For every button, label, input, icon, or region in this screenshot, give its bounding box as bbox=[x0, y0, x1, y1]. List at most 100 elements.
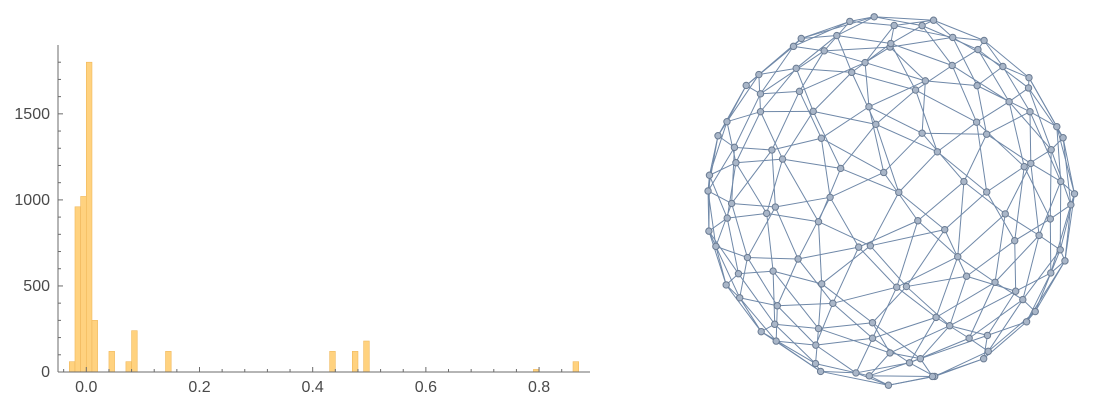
graph-vertex bbox=[911, 86, 920, 94]
graph-edge bbox=[986, 191, 1016, 241]
graph-vertex bbox=[1027, 159, 1035, 168]
graph-vertex bbox=[868, 319, 877, 327]
graph-edge bbox=[836, 16, 875, 37]
x-tick-label: 0.4 bbox=[302, 379, 324, 396]
graph-edge bbox=[793, 45, 825, 52]
graph-vertex bbox=[880, 168, 888, 177]
graph-vertex bbox=[1047, 146, 1055, 154]
graph-edge bbox=[875, 89, 916, 125]
graph-vertex bbox=[946, 322, 954, 330]
graph-vertex bbox=[829, 299, 837, 308]
graph-edge bbox=[747, 257, 799, 260]
graph-edge bbox=[1050, 204, 1072, 220]
graph-vertex bbox=[861, 58, 869, 67]
graph-edge bbox=[896, 220, 919, 288]
graph-edge bbox=[776, 258, 799, 306]
histogram-bar bbox=[125, 361, 132, 373]
graph-edge bbox=[760, 46, 794, 95]
graph-vertex bbox=[1001, 210, 1009, 218]
graph-vertex bbox=[914, 217, 922, 225]
graph-edge bbox=[709, 175, 728, 219]
graph-edge bbox=[771, 149, 776, 208]
graph-vertex bbox=[1061, 257, 1069, 265]
graph-vertex bbox=[1031, 307, 1039, 316]
graph-edge bbox=[726, 121, 737, 163]
graph-vertex bbox=[773, 302, 782, 310]
graph-vertex bbox=[817, 134, 826, 142]
graph-edge bbox=[851, 43, 892, 73]
graph-edge bbox=[708, 135, 719, 176]
graph-vertex bbox=[1025, 73, 1033, 82]
y-tick-label: 500 bbox=[23, 278, 50, 295]
histogram-bar bbox=[85, 61, 93, 373]
graph-vertex bbox=[712, 242, 720, 251]
graph-vertex bbox=[984, 347, 992, 356]
graph-vertex bbox=[965, 334, 973, 342]
graph-edge bbox=[987, 290, 1017, 336]
graph-vertex bbox=[1019, 295, 1027, 304]
graph-vertex bbox=[1053, 122, 1061, 131]
graph-edge bbox=[1062, 137, 1072, 205]
graph-vertex bbox=[732, 159, 740, 167]
graph-vertex bbox=[797, 34, 805, 43]
graph-edge bbox=[796, 67, 852, 73]
y-tick-label: 1500 bbox=[14, 106, 50, 123]
graph-edge bbox=[851, 72, 877, 125]
graph-edge bbox=[987, 321, 1027, 336]
graph-vertex bbox=[941, 225, 949, 234]
graph-edge bbox=[851, 71, 916, 91]
graph-edge bbox=[801, 16, 875, 39]
graph-edge bbox=[957, 181, 965, 257]
graph-edge bbox=[824, 46, 891, 52]
histogram-bar bbox=[69, 361, 76, 373]
graph-edge bbox=[917, 220, 959, 258]
graph-edge bbox=[864, 25, 895, 63]
graph-edge bbox=[983, 40, 1030, 79]
graph-edge bbox=[1002, 66, 1030, 79]
graph-vertex bbox=[872, 120, 880, 129]
graph-edge bbox=[858, 246, 898, 288]
graph-edge bbox=[726, 162, 737, 219]
graph-edge bbox=[1004, 213, 1040, 236]
graph-vertex bbox=[730, 143, 739, 152]
graph-edge bbox=[925, 80, 978, 87]
graph-edge bbox=[921, 132, 965, 182]
graph-edge bbox=[1028, 87, 1052, 150]
graph-vertex bbox=[902, 282, 911, 291]
graph-vertex bbox=[928, 372, 937, 381]
graph-vertex bbox=[932, 313, 940, 322]
graph-edge bbox=[994, 213, 1006, 283]
graph-edge bbox=[944, 229, 968, 277]
graph-edge bbox=[1014, 166, 1025, 241]
graph-edge bbox=[708, 121, 728, 176]
graph-vertex bbox=[816, 367, 825, 376]
graph-edge bbox=[957, 213, 1006, 258]
graph-edge bbox=[774, 323, 819, 330]
graph-vertex bbox=[814, 218, 823, 226]
graph-edge bbox=[771, 137, 822, 151]
graph-vertex bbox=[756, 107, 765, 116]
graph-edge bbox=[1008, 87, 1029, 103]
graph-vertex bbox=[1070, 190, 1079, 198]
graph-edge bbox=[870, 229, 945, 247]
graph-edge bbox=[976, 101, 1010, 123]
graph-edge bbox=[1030, 163, 1040, 236]
graph-vertex bbox=[846, 17, 854, 26]
graph-edge bbox=[949, 276, 968, 326]
graph-edge bbox=[872, 286, 907, 324]
graph-edge bbox=[1026, 272, 1052, 323]
graph-edge bbox=[782, 158, 841, 169]
graph-vertex bbox=[972, 118, 981, 126]
graph-edge bbox=[818, 328, 891, 354]
graph-edge bbox=[883, 132, 923, 173]
graph-edge bbox=[815, 344, 857, 374]
graph-edge bbox=[986, 133, 1032, 164]
graph-vertex bbox=[983, 331, 992, 340]
graph-edge bbox=[815, 337, 873, 346]
graph-vertex bbox=[769, 267, 777, 275]
graph-edge bbox=[976, 121, 1025, 167]
graph-edge bbox=[766, 213, 774, 272]
graph-edge bbox=[772, 270, 819, 329]
histogram-bar bbox=[329, 351, 336, 373]
graph-edge bbox=[869, 245, 907, 287]
